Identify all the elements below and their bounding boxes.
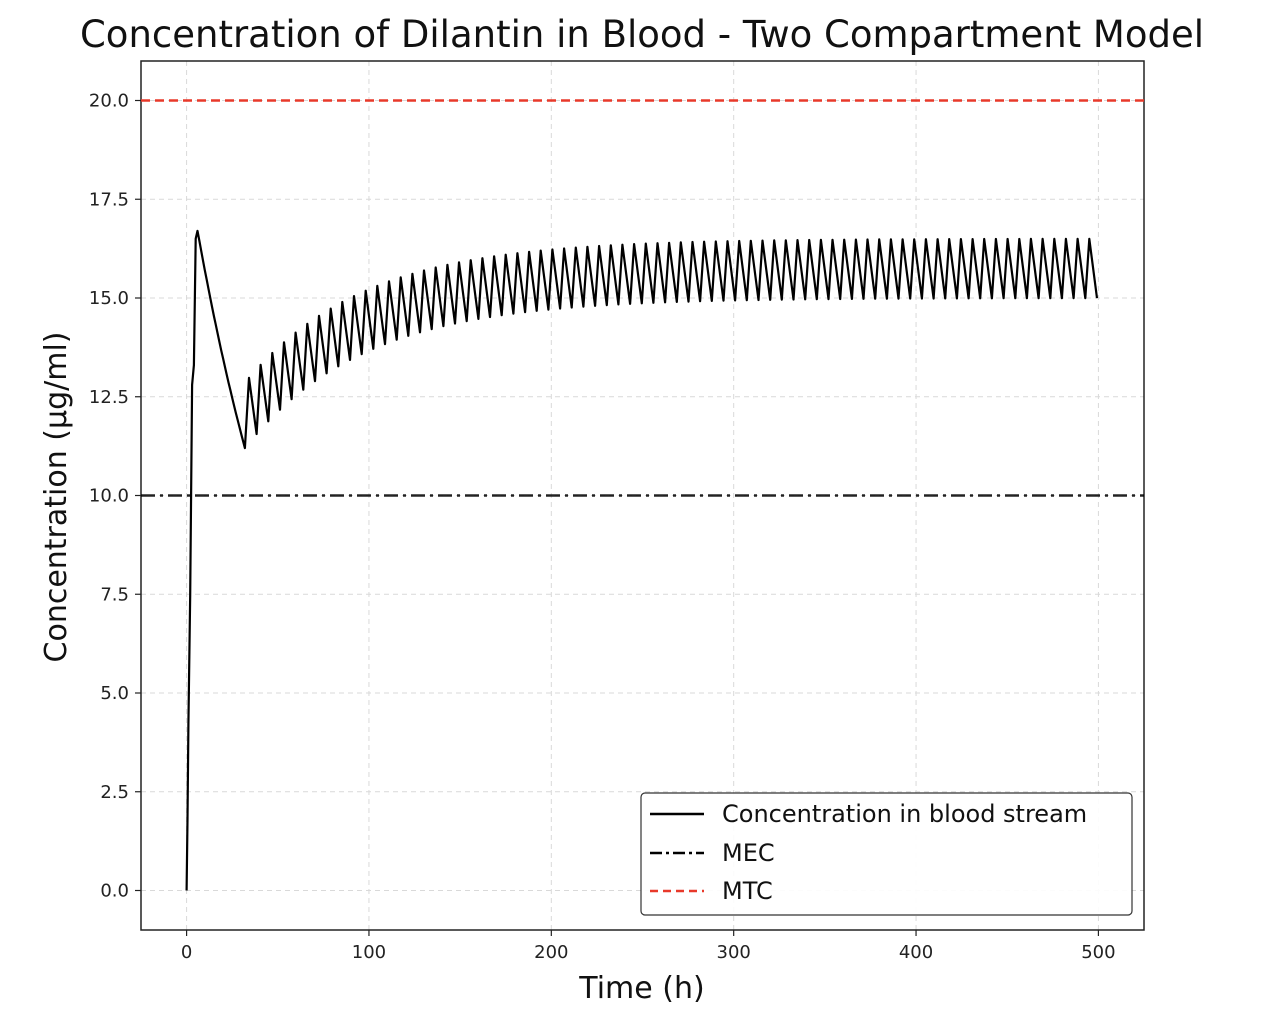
y-axis-label: Concentration (μg/ml) xyxy=(39,332,74,663)
x-tick-label: 400 xyxy=(899,942,933,963)
x-axis-label: Time (h) xyxy=(578,971,704,1006)
legend-box xyxy=(640,792,1133,916)
concentration-line xyxy=(185,229,1099,891)
series-area xyxy=(185,229,1099,891)
y-tick-label: 7.5 xyxy=(100,584,129,605)
legend-label-concentration: Concentration in blood stream xyxy=(722,800,1087,828)
x-tick-label: 200 xyxy=(534,942,568,963)
x-axis-ticks: 0 100 200 300 400 500 xyxy=(181,930,1116,963)
y-tick-label: 12.5 xyxy=(89,387,129,408)
reference-lines xyxy=(141,99,1144,497)
y-tick-label: 10.0 xyxy=(89,486,129,507)
legend-label-mtc: MTC xyxy=(722,877,773,905)
y-axis-ticks: 0.0 2.5 5.0 7.5 10.0 12.5 15.0 17.5 20.0 xyxy=(89,91,141,902)
legend: Concentration in blood stream MEC MTC xyxy=(640,792,1133,916)
y-tick-label: 5.0 xyxy=(100,683,129,704)
y-tick-label: 0.0 xyxy=(100,881,129,902)
y-tick-label: 17.5 xyxy=(89,189,129,210)
y-tick-label: 2.5 xyxy=(100,782,129,803)
legend-label-mec: MEC xyxy=(722,839,775,867)
x-tick-label: 300 xyxy=(717,942,751,963)
x-tick-label: 100 xyxy=(352,942,386,963)
x-tick-label: 500 xyxy=(1081,942,1115,963)
x-tick-label: 0 xyxy=(181,942,192,963)
y-tick-label: 20.0 xyxy=(89,91,129,112)
chart-title: Concentration of Dilantin in Blood - Two… xyxy=(80,13,1204,56)
y-tick-label: 15.0 xyxy=(89,288,129,309)
